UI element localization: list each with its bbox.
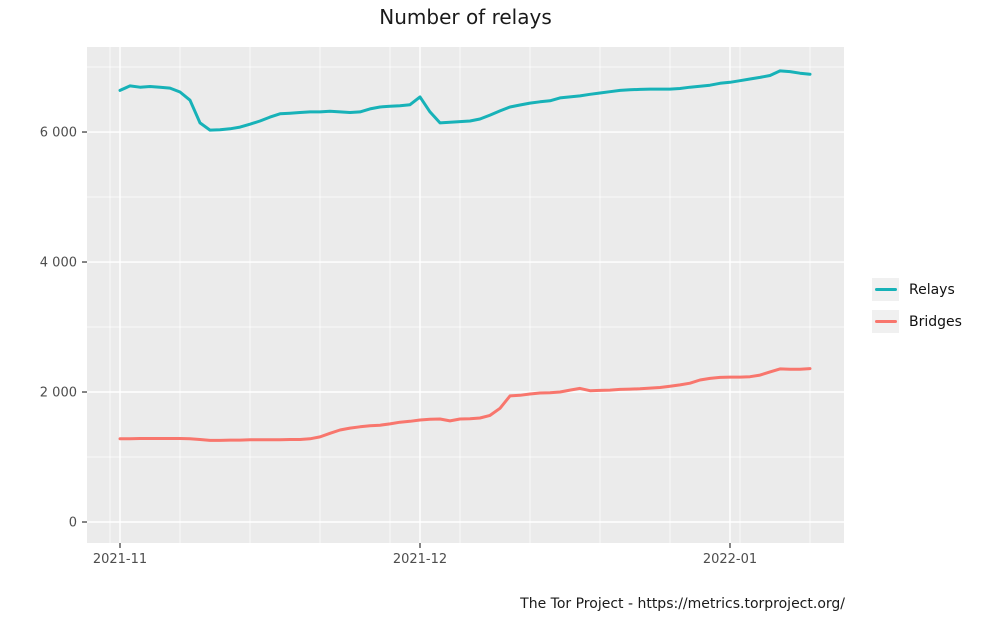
- axis-ticks: [82, 131, 731, 548]
- legend-key-bridges: [872, 310, 899, 333]
- legend-label-bridges: Bridges: [909, 313, 962, 330]
- gridlines-major: [87, 47, 844, 543]
- y-tick-label: 4 000: [40, 256, 77, 271]
- legend-label-relays: Relays: [909, 281, 955, 298]
- x-tick-label: 2021-12: [393, 552, 447, 567]
- relays-line-swatch: [874, 288, 897, 291]
- bridges-line-swatch: [874, 320, 897, 323]
- axis-labels: 0 2 000 4 000 6 000 2021-11 2021-12 2022-01: [40, 126, 757, 567]
- legend: Relays Bridges: [872, 278, 962, 333]
- gridlines-minor: [87, 47, 844, 543]
- legend-item-relays: Relays: [872, 278, 962, 301]
- y-tick-label: 0: [69, 516, 77, 531]
- legend-key-relays: [872, 278, 899, 301]
- series-line-bridges: [118, 367, 812, 442]
- chart-title: Number of relays: [379, 5, 552, 29]
- series-line-relays: [118, 69, 812, 132]
- x-tick-label: 2021-11: [93, 552, 147, 567]
- y-tick-label: 6 000: [40, 126, 77, 141]
- x-tick-label: 2022-01: [703, 552, 757, 567]
- caption: The Tor Project - https://metrics.torpro…: [520, 596, 845, 612]
- y-tick-label: 2 000: [40, 386, 77, 401]
- legend-item-bridges: Bridges: [872, 310, 962, 333]
